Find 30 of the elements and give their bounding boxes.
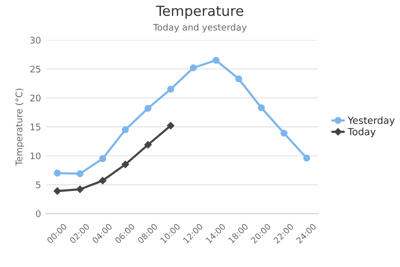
point (235, 75, 242, 82)
point (76, 170, 84, 178)
y-tick-label: 0 (36, 210, 41, 218)
point (99, 155, 106, 162)
point (144, 104, 152, 112)
point (303, 154, 310, 162)
point (99, 176, 106, 184)
legend-label: Yesterday (348, 116, 395, 126)
point (144, 141, 152, 148)
chart-title: Temperature (156, 6, 244, 19)
y-tick-label: 20 (30, 94, 41, 102)
point (122, 126, 129, 134)
point (212, 56, 220, 64)
point (280, 130, 288, 137)
point (54, 187, 61, 195)
y-tick-label: 10 (30, 152, 41, 160)
point (54, 170, 61, 177)
chart-subtitle: Today and yesterday (153, 24, 247, 32)
y-tick-label: 25 (30, 66, 40, 73)
point (167, 122, 174, 130)
y-axis-title: Temperature (°C) (15, 88, 24, 166)
legend-label: Today (348, 128, 376, 138)
point (190, 64, 197, 72)
point (258, 104, 265, 112)
y-tick-label: 5 (36, 182, 40, 188)
point (76, 186, 84, 193)
point (122, 160, 129, 168)
y-tick-label: 15 (30, 124, 40, 130)
y-tick-label: 30 (30, 36, 41, 44)
point (167, 86, 174, 93)
